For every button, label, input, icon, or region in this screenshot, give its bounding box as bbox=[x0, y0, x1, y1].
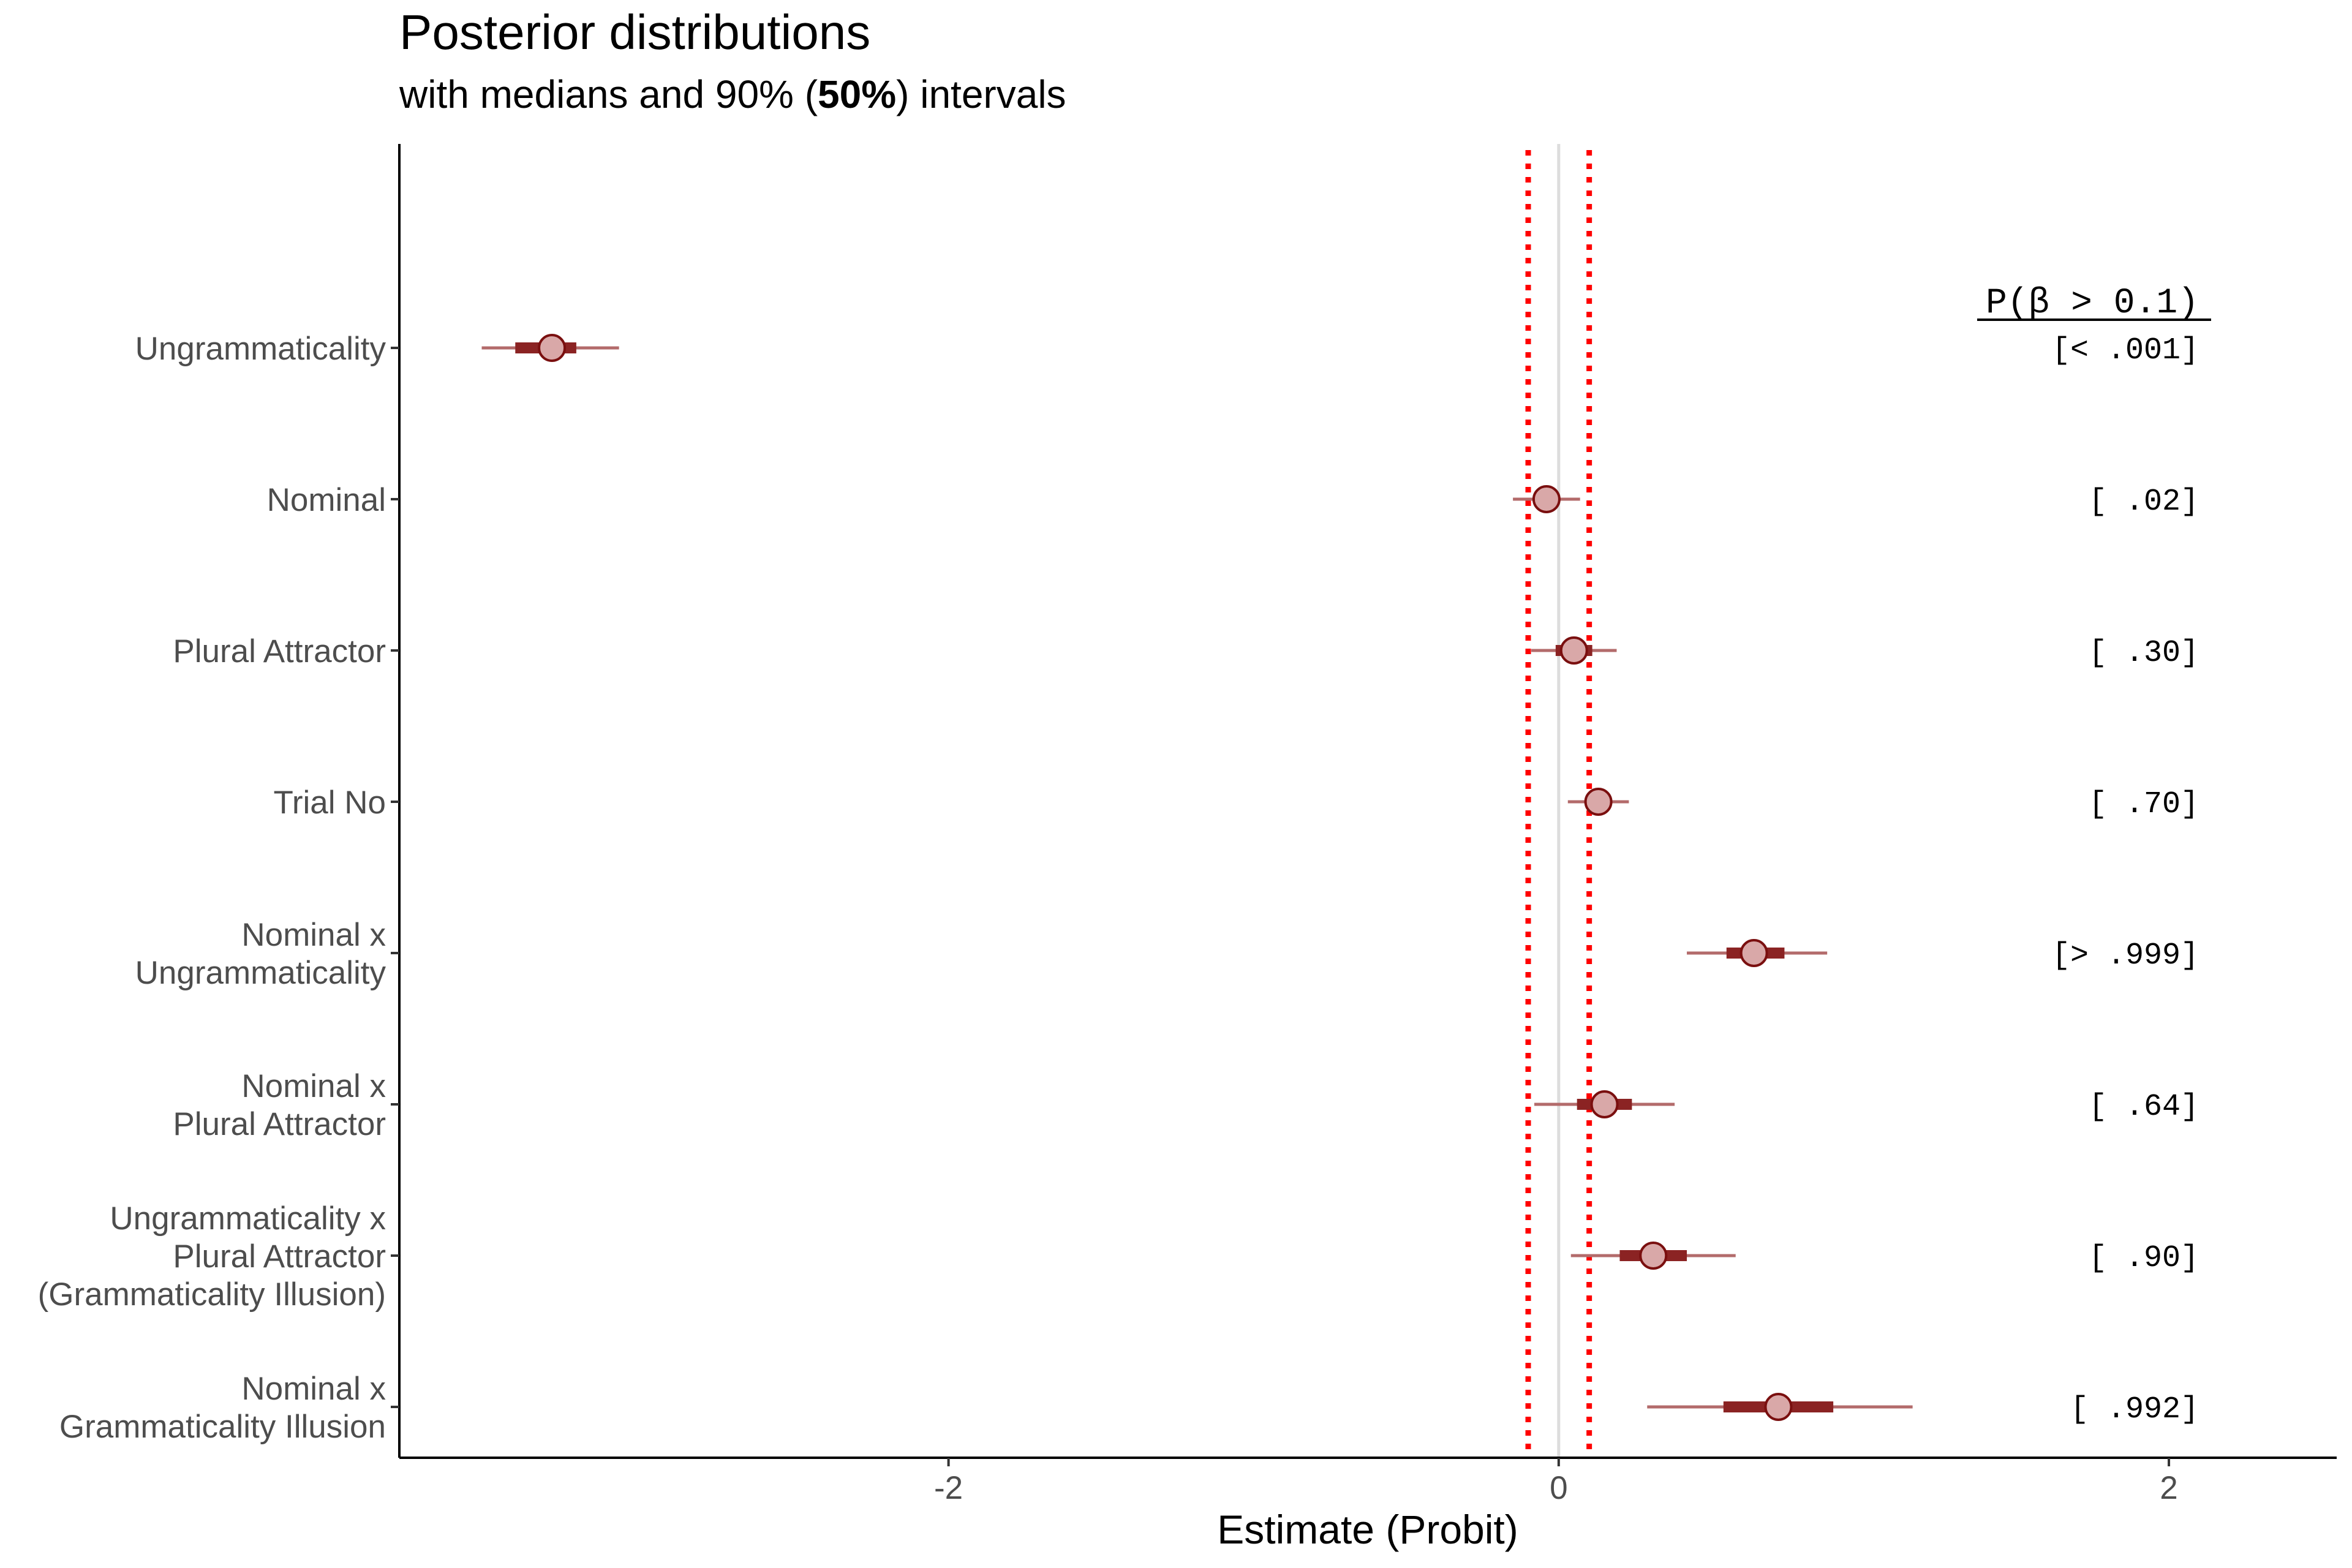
median-point bbox=[1584, 788, 1613, 816]
term-label: Grammaticality Illusion bbox=[59, 1409, 386, 1445]
reference-lines bbox=[1525, 144, 1593, 1458]
term-label: Plural Attractor bbox=[173, 1106, 386, 1142]
probability-value: [< .001] bbox=[2052, 333, 2199, 368]
term-label: Plural Attractor bbox=[173, 1238, 386, 1275]
x-tick-label: 2 bbox=[2160, 1470, 2177, 1506]
term-label: Nominal bbox=[267, 482, 386, 518]
chart-subtitle: with medians and 90% (50%) intervals bbox=[399, 72, 1066, 116]
term-label: Nominal x bbox=[241, 1068, 386, 1104]
median-point bbox=[1740, 939, 1768, 967]
term-labels: Ungrammaticality Nominal Plural Attractor T… bbox=[38, 331, 386, 1445]
subtitle-prefix: with medians and 90% ( bbox=[399, 72, 818, 116]
interval-marks bbox=[481, 334, 1913, 1421]
probability-value: [ .70] bbox=[2089, 787, 2199, 822]
probability-value: [ .02] bbox=[2089, 484, 2199, 519]
term-label: Nominal x bbox=[241, 917, 386, 953]
term-label: Ungrammaticality x bbox=[110, 1200, 386, 1237]
median-point bbox=[1532, 485, 1561, 513]
median-point bbox=[538, 334, 567, 362]
term-label: Plural Attractor bbox=[173, 633, 386, 669]
x-axis-title: Estimate (Probit) bbox=[1217, 1507, 1518, 1552]
median-point bbox=[1590, 1090, 1619, 1118]
x-tick-label: 0 bbox=[1550, 1470, 1567, 1506]
probability-column: P(β > 0.1) [< .001] [ .02] [ .30] [ .70] [> .… bbox=[1977, 284, 2211, 1427]
axes: -2 0 2 bbox=[391, 144, 2337, 1506]
median-point bbox=[1559, 636, 1588, 665]
x-tick-label: -2 bbox=[934, 1470, 963, 1506]
term-label: (Grammaticality Illusion) bbox=[38, 1276, 386, 1313]
median-point bbox=[1639, 1242, 1668, 1270]
chart-title: Posterior distributions bbox=[399, 5, 870, 59]
subtitle-bold: 50% bbox=[818, 72, 896, 116]
probability-value: [ .64] bbox=[2089, 1090, 2199, 1125]
probability-value: [ .992] bbox=[2070, 1392, 2199, 1427]
term-label: Ungrammaticality bbox=[135, 331, 386, 367]
median-point bbox=[1764, 1393, 1793, 1421]
subtitle-suffix: ) intervals bbox=[896, 72, 1066, 116]
probability-header: P(β > 0.1) bbox=[1986, 284, 2199, 323]
term-label: Ungrammaticality bbox=[135, 955, 386, 991]
term-label: Nominal x bbox=[241, 1371, 386, 1407]
probability-value: [ .30] bbox=[2089, 636, 2199, 671]
probability-value: [ .90] bbox=[2089, 1241, 2199, 1276]
term-label: Trial No bbox=[273, 785, 386, 821]
probability-value: [> .999] bbox=[2052, 938, 2199, 973]
